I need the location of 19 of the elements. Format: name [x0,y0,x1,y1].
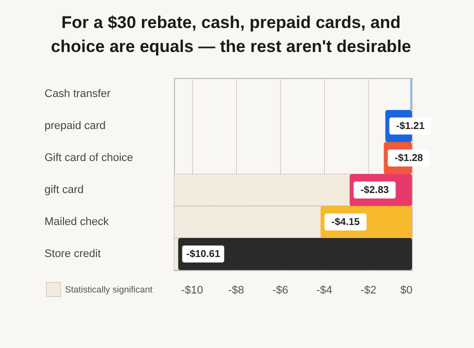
chart-title: For a $30 rebate, cash, prepaid cards, and choice are equals — the rest aren't desirable [50,13,412,56]
data-label: -$2.83 [360,185,390,196]
y-tick-label: Mailed check [44,216,110,228]
y-tick-label: Gift card of choice [44,152,134,164]
legend-label: Statistically significant [65,284,154,294]
data-label: -$4.15 [331,217,360,228]
y-tick-label: prepaid card [44,120,106,132]
x-tick-label: -$2 [360,284,376,296]
x-tick-label: -$6 [272,284,288,296]
data-label: -$1.21 [396,121,425,132]
x-tick-label: -$10 [181,284,204,296]
y-tick-label: gift card [44,184,84,196]
y-tick-label: Store credit [44,248,101,260]
y-tick-label: Cash transfer [44,88,111,100]
x-tick-label: -$4 [316,284,332,296]
x-tick-label: -$8 [228,284,244,296]
data-label: -$1.28 [394,153,424,164]
data-label: -$10.61 [186,249,221,260]
x-tick-label: $0 [400,284,412,296]
